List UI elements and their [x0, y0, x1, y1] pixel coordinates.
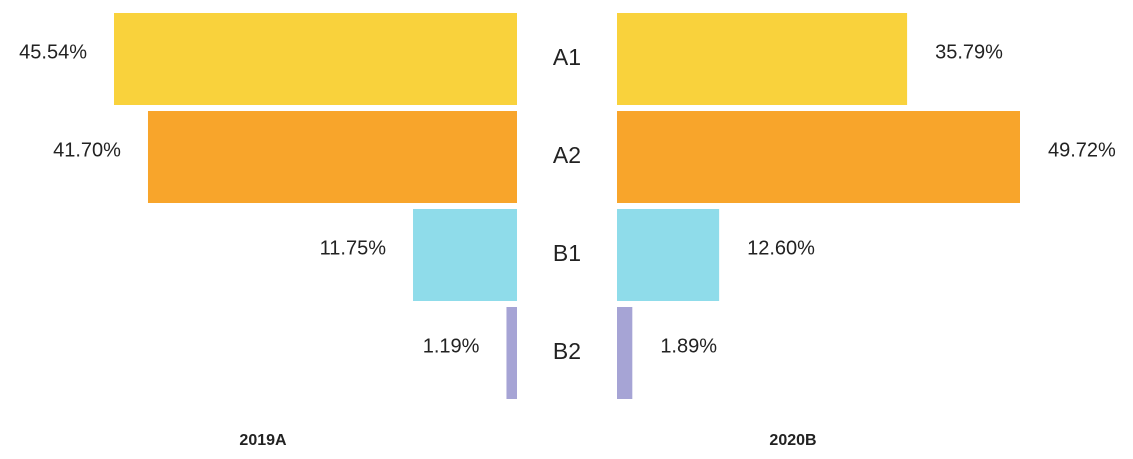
category-label: B2: [553, 338, 581, 364]
value-label: 41.70%: [53, 139, 121, 161]
value-label: 1.89%: [660, 335, 717, 357]
series-label: 2020B: [769, 432, 816, 449]
bar: [617, 13, 908, 105]
bar: [147, 111, 517, 203]
value-label: 45.54%: [19, 41, 87, 63]
value-label: 11.75%: [320, 237, 387, 259]
value-label: 12.60%: [747, 237, 815, 259]
category-label: B1: [553, 240, 581, 266]
series-label: 2019A: [239, 432, 287, 449]
category-label: A2: [553, 142, 581, 168]
bar: [413, 209, 517, 301]
value-label: 49.72%: [1048, 139, 1116, 161]
bar: [617, 209, 720, 301]
bar: [114, 13, 517, 105]
bar: [617, 111, 1020, 203]
value-label: 35.79%: [935, 41, 1003, 63]
bar: [617, 307, 633, 399]
value-label: 1.19%: [423, 335, 480, 357]
bar: [506, 307, 517, 399]
category-label: A1: [553, 44, 581, 70]
